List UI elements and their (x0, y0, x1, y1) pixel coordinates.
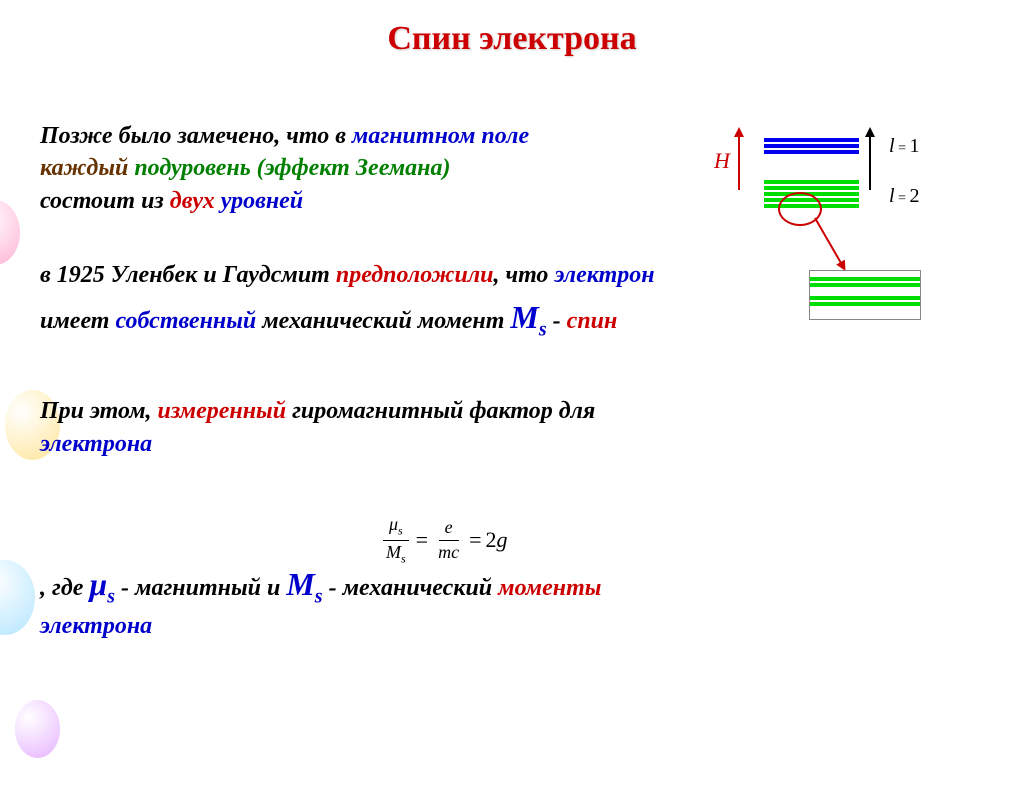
frac-e-mc: e mc (432, 518, 465, 563)
arrow-up-icon (869, 135, 871, 190)
text: - (547, 308, 567, 334)
text: моменты (498, 575, 601, 601)
gyromagnetic-formula: μs Ms = e mc = 2g (380, 515, 508, 566)
text: - механический (323, 575, 499, 601)
callout-arrow-icon (814, 218, 843, 267)
text: Позже было замечено, что в (40, 123, 352, 149)
text: измеренный (158, 398, 287, 424)
text: каждый (40, 155, 134, 181)
text: - магнитный и (115, 575, 286, 601)
text: При этом, (40, 398, 158, 424)
text: электрона (40, 431, 152, 457)
text: спин (567, 308, 618, 334)
frac-mu-M: μs Ms (380, 515, 412, 566)
symbol-M-s: Ms (286, 566, 322, 602)
text: имеет (40, 308, 115, 334)
text: двух (170, 188, 221, 214)
text: , что (493, 262, 554, 288)
arrow-up-icon (738, 135, 740, 190)
text: электрона (40, 613, 152, 639)
l-equals-2: l = 2 (889, 185, 919, 208)
energy-level-diagram: H l = 1 l = 2 (714, 130, 994, 310)
content-area: Позже было замечено, что в магнитном пол… (40, 120, 660, 644)
text: в 1925 Уленбек и Гаудсмит (40, 262, 336, 288)
result-2g: 2g (486, 527, 508, 553)
zoom-detail (809, 270, 921, 320)
text: собственный (115, 308, 262, 334)
equals: = (416, 527, 428, 553)
equals: = (469, 527, 481, 553)
balloon-deco (15, 700, 60, 758)
paragraph-1: Позже было замечено, что в магнитном пол… (40, 120, 660, 217)
slide-title: Спин электрона (0, 20, 1024, 58)
H-label: H (714, 148, 730, 174)
text: , где (40, 575, 89, 601)
paragraph-3: При этом, измеренный гиромагнитный факто… (40, 395, 660, 462)
paragraph-2: в 1925 Уленбек и Гаудсмит предположили, … (40, 257, 660, 344)
text: уровней (221, 188, 303, 214)
text: подуровень (эффект Зеемана) (134, 155, 450, 181)
text: предположили (336, 262, 494, 288)
text: электрон (554, 262, 654, 288)
paragraph-4: , где μs - магнитный и Ms - механический… (40, 562, 660, 644)
symbol-Ms: Ms (510, 299, 546, 335)
text: механический момент (262, 308, 510, 334)
text: состоит из (40, 188, 170, 214)
balloon-deco (0, 200, 20, 265)
l-equals-1: l = 1 (889, 135, 919, 158)
text: магнитном поле (352, 123, 529, 149)
symbol-mu-s: μs (89, 566, 115, 602)
blue-level-lines (764, 138, 859, 156)
text: гиромагнитный фактор для (286, 398, 595, 424)
balloon-deco (0, 560, 35, 635)
